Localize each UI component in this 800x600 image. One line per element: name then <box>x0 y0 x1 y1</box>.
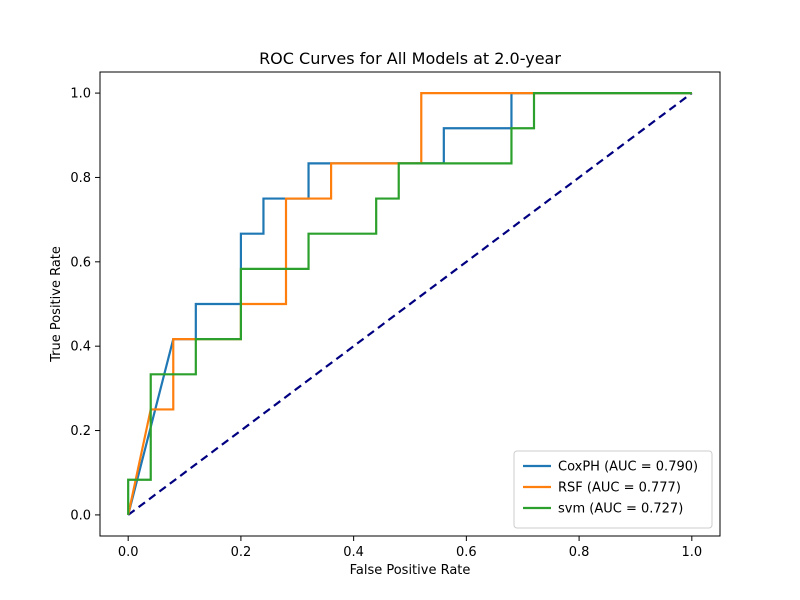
series-line-coxph <box>127 91 692 516</box>
x-axis-label: False Positive Rate <box>350 563 471 578</box>
chart-title: ROC Curves for All Models at 2.0-year <box>259 49 561 68</box>
legend-label: svm (AUC = 0.727) <box>558 502 683 517</box>
x-tick-label: 0.0 <box>118 545 139 560</box>
legend: CoxPH (AUC = 0.790) RSF (AUC = 0.777) svm … <box>513 450 713 529</box>
y-tick-label: 0.6 <box>70 255 91 270</box>
y-tick-label: 0.0 <box>70 508 91 523</box>
reference-diagonal-line <box>127 92 693 516</box>
legend-box <box>513 450 713 529</box>
plot-frame <box>99 71 721 537</box>
legend-label: CoxPH (AUC = 0.790) <box>558 460 698 475</box>
x-tick-label: 0.2 <box>231 545 252 560</box>
legend-label: RSF (AUC = 0.777) <box>558 481 681 496</box>
x-axis-ticks: 0.0 0.2 0.4 0.6 0.8 1.0 <box>118 536 702 560</box>
y-tick-label: 1.0 <box>70 87 91 102</box>
x-tick-label: 0.6 <box>456 545 477 560</box>
y-axis-label: True Positive Rate <box>49 246 64 363</box>
x-tick-label: 0.4 <box>343 545 364 560</box>
y-tick-label: 0.4 <box>70 340 91 355</box>
y-tick-label: 0.2 <box>70 424 91 439</box>
series-line-svm <box>127 91 692 515</box>
y-tick-label: 0.8 <box>70 171 91 186</box>
series-group <box>127 91 693 516</box>
x-tick-label: 0.8 <box>569 545 590 560</box>
x-tick-label: 1.0 <box>681 545 702 560</box>
y-axis-ticks: 0.0 0.2 0.4 0.6 0.8 1.0 <box>70 87 100 523</box>
